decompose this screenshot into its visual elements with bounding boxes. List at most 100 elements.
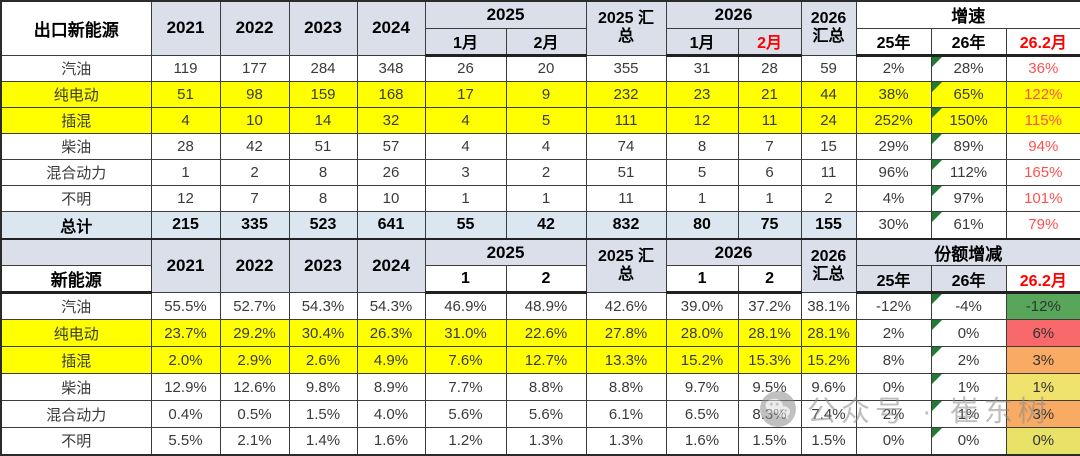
cell: 6 [737,158,802,186]
cell: 38% [855,80,932,108]
cell: 115% [1005,106,1080,134]
cell: 1 [737,184,802,212]
cell: 54.3% [288,292,358,320]
cell: 9.7% [665,373,739,401]
cell: 2.0% [150,346,221,374]
cell: 28 [150,132,221,160]
cell: 59 [800,54,857,82]
row-label: 混合动力 [0,400,152,428]
cell: 37.2% [737,292,802,320]
cell: 348 [356,54,426,82]
col-header-2025-sum: 2025 汇 总 [585,0,667,56]
cell: 8 [288,184,358,212]
table-section1-title: 出口新能源 [0,0,152,56]
cell: 24 [800,106,857,134]
row-label: 不明 [0,427,152,455]
col-header-2026-month: 2月 [737,27,802,57]
cell: 94% [1005,132,1080,160]
row-label: 总计 [0,210,152,240]
cell: 15 [800,132,857,160]
cell: 150% [930,106,1007,134]
col-header-year: 2022 [219,0,290,56]
cell: 51 [585,158,667,186]
col-header-2025-month: 2 [505,265,587,294]
cell: 1.4% [288,427,358,455]
cell: 2% [855,54,932,82]
cell: 641 [356,210,426,240]
cell: 2 [800,184,857,212]
cell: 1.5% [737,427,802,455]
table-row: 柴油 12.9% 12.6% 9.8% 8.9% 7.7% 8.8% 8.8% 9.7% 9.5%… [0,373,1080,401]
cell: 7 [737,132,802,160]
cell: 215 [150,210,221,240]
table-row: 汽油 119 177 284 348 26 20 355 31 28 59 2% 28% 36% [0,54,1080,82]
cell: 51 [288,132,358,160]
cell: 5 [665,158,739,186]
col-header-year: 2023 [288,0,358,56]
cell: 97% [930,184,1007,212]
cell: 2% [855,319,932,347]
cell: 0% [1005,427,1080,455]
cell: 832 [585,210,667,240]
cell: 9.8% [288,373,358,401]
cell: 10 [356,184,426,212]
cell: 5.6% [424,400,507,428]
cell: 29% [855,132,932,160]
cell: 23 [665,80,739,108]
cell: 21 [737,80,802,108]
cell: 0.4% [150,400,221,428]
cell: 0% [855,427,932,455]
col-header-2026-sum: 2026 汇总 [800,238,857,293]
cell: 4 [424,132,507,160]
col-header-growth: 26.2月 [1005,27,1080,57]
col-header-growth: 26年 [930,27,1007,57]
cell: 26 [424,54,507,82]
cell: 7.6% [424,346,507,374]
cell: 9.6% [800,373,857,401]
cell: 4.0% [356,400,426,428]
cell: 1.5% [800,427,857,455]
cell: 15.3% [737,346,802,374]
cell: 8 [288,158,358,186]
cell: 4 [150,106,221,134]
col-header-growth: 25年 [855,265,932,294]
cell: 30% [855,210,932,240]
cell: 1.3% [505,427,587,455]
cell: 31.0% [424,319,507,347]
cell: -4% [930,292,1007,320]
col-header-year: 2021 [150,238,221,293]
cell: 119 [150,54,221,82]
header-row-sub-1: 1月 2月 1月 2月 25年 26年 26.2月 [1,27,1080,57]
cell: 28.0% [665,319,739,347]
row-label: 汽油 [0,54,152,82]
cell: 1 [665,184,739,212]
col-header-growth: 26.2月 [1005,265,1080,294]
col-header-2026-sum: 2026 汇总 [800,0,857,56]
cell: 12 [665,106,739,134]
col-header-year: 2023 [288,238,358,293]
cell: 79% [1005,210,1080,240]
row-label: 纯电动 [0,319,152,347]
cell: 75 [737,210,802,240]
cell: 6.5% [665,400,739,428]
table-row: 总计 215 335 523 641 55 42 832 80 75 155 30% 61% 79% [0,210,1080,240]
cell: 1 [150,158,221,186]
col-header-2025-month: 1 [424,265,507,294]
cell: 28 [737,54,802,82]
cell: 12.6% [219,373,290,401]
cell: 26 [356,158,426,186]
table-section2-title: 新能源 [0,265,152,294]
cell: 10 [219,106,290,134]
cell: 42 [219,132,290,160]
cell: 2.6% [288,346,358,374]
cell: 12 [150,184,221,212]
cell: 8% [855,346,932,374]
col-header-year: 2021 [150,0,221,56]
cell: 1% [930,373,1007,401]
col-group-growth: 增速 [855,0,1080,29]
row-label: 柴油 [0,132,152,160]
row-label: 不明 [0,184,152,212]
cell: 15.2% [665,346,739,374]
